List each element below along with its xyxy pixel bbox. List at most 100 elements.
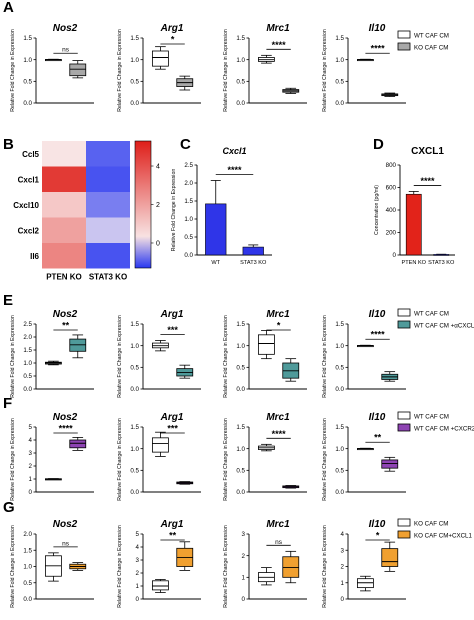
- y-tick-label: 0.5: [23, 79, 32, 86]
- chart-title: Nos2: [53, 412, 78, 423]
- y-tick-label: 1.5: [236, 35, 245, 42]
- bar: [205, 203, 227, 256]
- legend-swatch: [397, 411, 411, 420]
- heatmap-cell: [42, 217, 86, 243]
- box-1: [356, 447, 374, 451]
- panel-letter-a: A: [3, 0, 14, 16]
- box-1: [151, 46, 169, 70]
- y-tick-label: 0.5: [130, 468, 139, 475]
- y-tick-label: 0.5: [335, 79, 344, 86]
- box-1: [151, 431, 169, 457]
- y-tick-label: 400: [386, 207, 397, 214]
- chart-title: CXCL1: [411, 146, 444, 157]
- y-tick-label: 1.0: [23, 57, 32, 64]
- chart-f-il10: Il10 0.0 0.5 1.0 1.5 Relative Fold Change in …: [322, 412, 406, 501]
- heatmap-cell: [86, 217, 130, 243]
- box-1: [257, 443, 275, 452]
- legend-label: KO CAF CM: [414, 521, 448, 528]
- box-2: [69, 562, 87, 571]
- y-tick-label: 0.0: [335, 489, 344, 496]
- significance-label: ns: [275, 539, 283, 546]
- y-tick-label: 1: [341, 580, 345, 587]
- y-axis-label: Relative Fold Change in Expression: [117, 418, 123, 501]
- heatmap-cell: [42, 192, 86, 218]
- bar: [242, 246, 264, 256]
- chart-e-mrc1: Mrc1 0.0 0.5 1.0 1.5 Relative Fold Change in …: [223, 309, 307, 398]
- significance-label: *: [171, 35, 175, 45]
- panel-letter-e: E: [3, 292, 13, 309]
- box-2: [381, 92, 399, 97]
- y-tick-label: 1.5: [23, 547, 32, 554]
- y-tick-label: 4: [29, 437, 33, 444]
- box-1: [257, 54, 275, 64]
- y-tick-label: 1.0: [23, 360, 32, 367]
- chart-title: Mrc1: [266, 309, 290, 320]
- y-axis-label: Relative Fold Change in Expression: [223, 418, 229, 501]
- y-tick-label: 0.0: [130, 386, 139, 393]
- chart-title: Il10: [369, 23, 386, 34]
- y-tick-label: 1.0: [23, 564, 32, 571]
- chart-title: Arg1: [160, 519, 184, 530]
- y-tick-label: 1: [29, 476, 33, 483]
- box-1: [45, 478, 62, 481]
- y-tick-label: 3: [341, 547, 345, 554]
- colorbar-tick-label: 4: [156, 164, 160, 171]
- box-2: [282, 358, 300, 382]
- y-tick-label: 2.0: [184, 180, 193, 187]
- box-body: [151, 50, 169, 67]
- heatmap-cell: [86, 141, 130, 167]
- legend-label: WT CAF CM: [414, 414, 449, 421]
- box-2: [282, 485, 300, 489]
- bar-1: PTEN KO: [401, 191, 427, 266]
- y-tick-label: 2: [29, 463, 33, 470]
- y-tick-label: 0.0: [130, 100, 139, 107]
- y-axis-label: Relative Fold Change in Expression: [322, 418, 328, 501]
- box-body: [151, 437, 169, 453]
- y-tick-label: 1.5: [335, 424, 344, 431]
- chart-title: Nos2: [53, 519, 78, 530]
- y-tick-label: 1.5: [130, 321, 139, 328]
- y-tick-label: 1.0: [130, 446, 139, 453]
- y-tick-label: 1.0: [236, 446, 245, 453]
- box-body: [151, 580, 169, 591]
- y-axis-label: Relative Fold Change in Expression: [117, 29, 123, 112]
- y-tick-label: 0.0: [130, 489, 139, 496]
- legend-g: KO CAF CM KO CAF CM+CXCL1: [397, 518, 472, 540]
- legend-swatch: [397, 42, 411, 51]
- y-tick-label: 0.0: [236, 489, 245, 496]
- y-tick-label: 1.5: [23, 347, 32, 354]
- heatmap-row-label: Cxcl10: [13, 201, 39, 210]
- y-tick-label: 1: [242, 575, 246, 582]
- y-tick-label: 0: [29, 489, 33, 496]
- legend-label: KO CAF CM: [414, 45, 448, 52]
- significance-label: **: [374, 433, 382, 443]
- y-tick-label: 2.0: [23, 334, 32, 341]
- chart-a-nos2: Nos2 0.0 0.5 1.0 1.5 Relative Fold Change in …: [10, 23, 94, 112]
- box-2: [176, 481, 194, 485]
- box-2: [381, 541, 399, 572]
- bar: [405, 193, 422, 256]
- panel-letter-g: G: [3, 499, 15, 516]
- heatmap-cell: [42, 166, 86, 192]
- legend-swatch: [397, 308, 411, 317]
- chart-title: Arg1: [160, 412, 184, 423]
- heatmap-row-label: Il6: [30, 252, 39, 261]
- chart-title: Cxcl1: [222, 146, 246, 156]
- significance-label: *: [277, 321, 281, 331]
- legend-label: KO CAF CM+CXCL1: [414, 533, 472, 540]
- y-tick-label: 0.5: [335, 365, 344, 372]
- y-axis-label: Relative Fold Change in Expression: [117, 525, 123, 608]
- bar-1: WT: [205, 180, 227, 266]
- y-tick-label: 1: [136, 583, 140, 590]
- y-tick-label: 2.5: [23, 321, 32, 328]
- y-tick-label: 5: [136, 531, 140, 538]
- box-body: [257, 334, 275, 355]
- y-tick-label: 0.0: [184, 252, 193, 259]
- y-axis-label: Relative Fold Change in Expression: [10, 29, 16, 112]
- box-1: [257, 567, 275, 586]
- significance-label: ****: [227, 165, 242, 175]
- significance-label: ns: [62, 540, 70, 547]
- y-tick-label: 0: [136, 596, 140, 603]
- legend-f: WT CAF CM WT CAF CM +CXCR2i: [397, 411, 474, 433]
- panel-letter-f: F: [3, 395, 12, 412]
